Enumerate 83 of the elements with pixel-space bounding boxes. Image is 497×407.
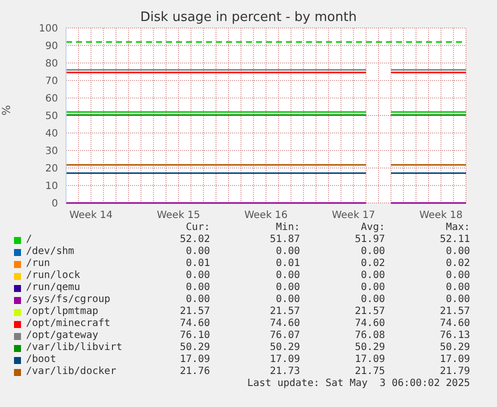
- y-tick-label: 60: [45, 94, 58, 105]
- text: 76.13: [438, 330, 470, 341]
- text: Last update: Sat May 3 06:00:02 2025: [246, 378, 470, 389]
- text: 17.09: [268, 354, 300, 365]
- y-tick-label: 0: [52, 198, 58, 210]
- text: 17.09: [354, 354, 385, 365]
- legend-label: /boot: [26, 354, 56, 365]
- text: 0.00: [184, 246, 210, 257]
- chart-title: Disk usage in percent - by month: [139, 10, 358, 25]
- y-tick-label: 50: [45, 111, 58, 122]
- legend-label: /dev/shm: [26, 246, 74, 257]
- x-tick-label: Week 17: [332, 210, 376, 222]
- text: 52.11: [438, 234, 470, 245]
- y-axis-title: %: [0, 105, 13, 116]
- text: 52.02: [178, 234, 210, 245]
- text: 76.10: [178, 330, 210, 341]
- x-tick-label: Week 15: [156, 210, 200, 222]
- text: 21.73: [268, 366, 300, 377]
- text: 74.60: [178, 318, 210, 329]
- text: 0.00: [360, 282, 385, 293]
- text: 0.01: [184, 258, 210, 269]
- text: Min:: [274, 222, 300, 233]
- text: 51.87: [268, 234, 300, 245]
- legend-label: /opt/gateway: [26, 330, 98, 341]
- x-tick-label: Week 18: [419, 210, 463, 222]
- text: 21.75: [354, 366, 385, 377]
- text: 74.60: [354, 318, 385, 329]
- text: 0.00: [274, 294, 300, 305]
- y-tick-label: 30: [45, 146, 58, 158]
- text: 0.00: [360, 270, 385, 281]
- text: 51.97: [354, 234, 385, 245]
- text: 50.29: [438, 342, 470, 353]
- text: 0.00: [274, 282, 300, 293]
- text: 0.00: [360, 246, 385, 257]
- y-tick-label: 80: [45, 58, 58, 70]
- text: 0.00: [184, 282, 210, 293]
- text: 74.60: [268, 318, 300, 329]
- text: 0.00: [444, 270, 470, 281]
- text: 76.07: [268, 330, 300, 341]
- text: 21.79: [438, 366, 470, 377]
- text: 17.09: [438, 354, 470, 365]
- legend-label: /: [26, 234, 32, 245]
- text: 0.00: [444, 282, 470, 293]
- y-tick-label: 10: [45, 181, 58, 192]
- y-tick-label: 70: [45, 76, 58, 88]
- y-tick-label: 100: [38, 24, 58, 35]
- text: Max:: [444, 222, 470, 233]
- text: 21.57: [268, 306, 300, 317]
- text: 0.02: [360, 258, 385, 269]
- legend-label: /opt/lpmtmap: [26, 306, 98, 317]
- text: 0.00: [360, 294, 385, 305]
- text: 50.29: [268, 342, 300, 353]
- text: 50.29: [178, 342, 210, 353]
- text: 0.00: [274, 270, 300, 281]
- text: 0.00: [184, 294, 210, 305]
- text: 0.01: [274, 258, 300, 269]
- y-tick-label: 20: [45, 164, 58, 175]
- text: Cur:: [184, 222, 210, 233]
- text: 0.00: [184, 270, 210, 281]
- text: 21.76: [178, 366, 210, 377]
- x-tick-label: Week 16: [244, 210, 288, 222]
- text: 0.00: [444, 246, 470, 257]
- text: 50.29: [354, 342, 385, 353]
- text: 74.60: [438, 318, 470, 329]
- legend-label: /run: [26, 258, 50, 269]
- text: 0.02: [444, 258, 470, 269]
- legend-label: /run/qemu: [26, 282, 80, 293]
- legend-label: /sys/fs/cgroup: [26, 294, 110, 305]
- text: 0.00: [444, 294, 470, 305]
- text: 21.57: [438, 306, 470, 317]
- y-tick-label: 40: [45, 128, 58, 140]
- y-tick-label: 90: [45, 41, 58, 52]
- text: Avg:: [360, 222, 385, 233]
- text: 76.08: [354, 330, 385, 341]
- legend-label: /opt/minecraft: [26, 318, 110, 329]
- legend-label: /var/lib/docker: [26, 366, 116, 377]
- text: 21.57: [178, 306, 210, 317]
- text: 0.00: [274, 246, 300, 257]
- text: 17.09: [178, 354, 210, 365]
- x-tick-label: Week 14: [69, 210, 113, 222]
- legend-label: /var/lib/libvirt: [26, 342, 122, 353]
- text: 21.57: [354, 306, 385, 317]
- legend-label: /run/lock: [26, 270, 80, 281]
